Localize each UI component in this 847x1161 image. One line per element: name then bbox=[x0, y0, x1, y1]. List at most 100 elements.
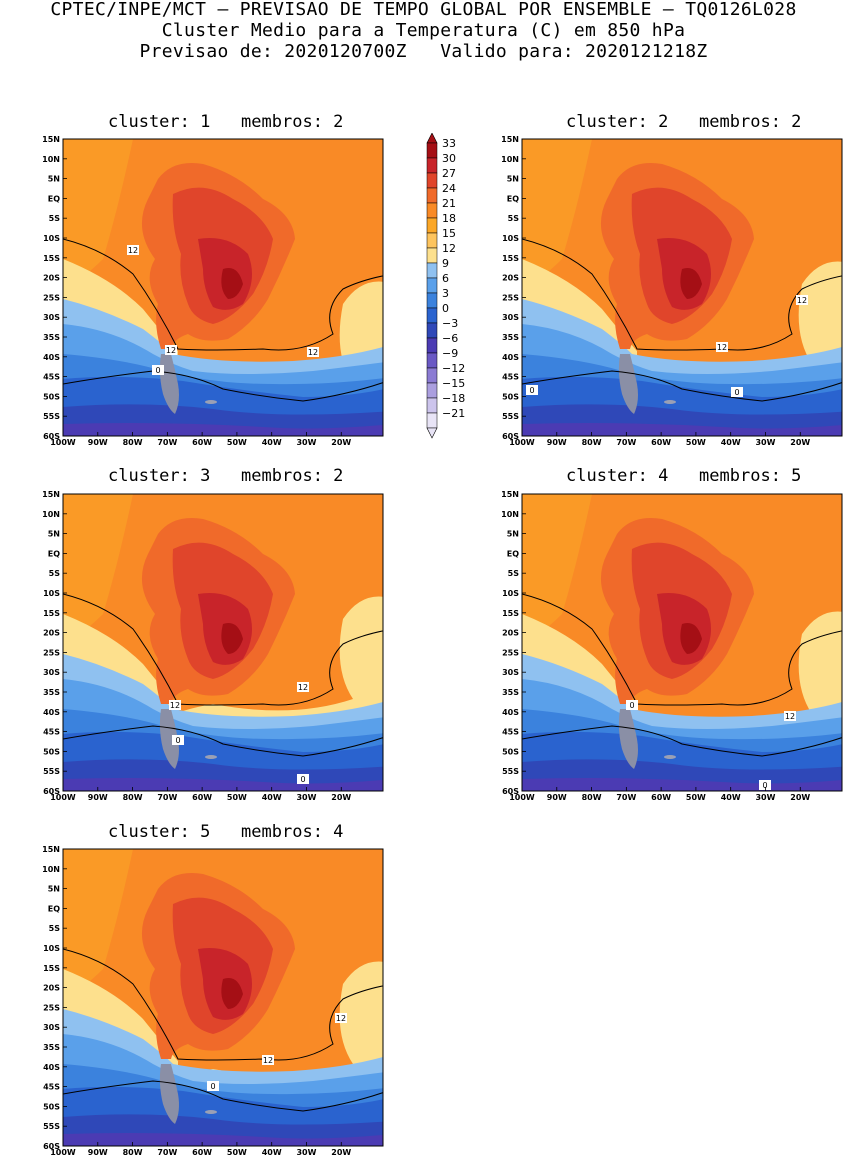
lat-tick-label: 60S bbox=[502, 432, 519, 441]
lon-tick-label: 40W bbox=[262, 438, 282, 447]
colorbar-top-arrow bbox=[426, 132, 438, 144]
lat-tick-label: 10S bbox=[502, 234, 519, 243]
lat-tick-label: 35S bbox=[502, 688, 519, 697]
colorbar-swatch bbox=[426, 382, 438, 399]
lat-tick-label: 20S bbox=[43, 274, 60, 283]
colorbar-label: 3 bbox=[442, 287, 449, 300]
lon-tick-label: 100W bbox=[50, 793, 76, 802]
colorbar-swatch bbox=[426, 142, 438, 159]
colorbar-label: −3 bbox=[442, 317, 458, 330]
lat-tick-label: 10N bbox=[501, 155, 519, 164]
map-svg: 12 12 0 0 15N 10N 5N EQ 5S 10S 15S 20S 25S 30S 35S 40S 4… bbox=[501, 135, 843, 447]
lon-tick-label: 90W bbox=[547, 438, 567, 447]
lat-tick-label: 5S bbox=[508, 569, 520, 578]
lat-tick-label: EQ bbox=[48, 904, 60, 913]
contour-label: 12 bbox=[308, 348, 318, 357]
lat-tick-label: 15S bbox=[43, 964, 60, 973]
contour-label-bg bbox=[716, 342, 728, 352]
lon-tick-label: 80W bbox=[582, 793, 602, 802]
colorbar-label: −21 bbox=[442, 407, 465, 420]
lat-tick-label: 15N bbox=[501, 490, 519, 499]
colorbar-label: −18 bbox=[442, 392, 465, 405]
lat-tick-label: 50S bbox=[502, 747, 519, 756]
lon-tick-label: 20W bbox=[331, 1148, 351, 1157]
lat-tick-label: 5N bbox=[507, 530, 519, 539]
lon-tick-label: 70W bbox=[157, 793, 177, 802]
lat-tick-label: 55S bbox=[43, 412, 60, 421]
contour-label-bg bbox=[165, 345, 177, 355]
contour-label: 12 bbox=[166, 346, 176, 355]
cluster-map-4: 12 0 0 15N 10N 5N EQ 5S 10S 15S 20S 25S 30S 35S 40S 45S… bbox=[492, 489, 847, 806]
lon-tick-label: 90W bbox=[88, 1148, 108, 1157]
lon-tick-label: 80W bbox=[123, 438, 143, 447]
header-line-1: CPTEC/INPE/MCT – PREVISAO DE TEMPO GLOBA… bbox=[50, 0, 797, 20]
colorbar-label: 27 bbox=[442, 167, 456, 180]
lat-tick-label: 35S bbox=[43, 1043, 60, 1052]
colorbar-label: −6 bbox=[442, 332, 458, 345]
contour-label: 0 bbox=[734, 388, 739, 397]
colorbar-label: 15 bbox=[442, 227, 456, 240]
lat-tick-label: EQ bbox=[48, 194, 60, 203]
contour-label-bg bbox=[784, 711, 796, 721]
lat-tick-label: 15S bbox=[43, 254, 60, 263]
lat-tick-label: 25S bbox=[43, 293, 60, 302]
map-svg: 12 12 0 0 15N 10N 5N EQ 5S 10S 15S 20S 25S 30S 35S 40S 4… bbox=[42, 490, 384, 802]
contour-label: 12 bbox=[263, 1056, 273, 1065]
lat-tick-label: 40S bbox=[43, 353, 60, 362]
lat-tick-label: 25S bbox=[43, 648, 60, 657]
contour-label: 0 bbox=[762, 781, 767, 790]
contour-label-bg bbox=[335, 1013, 347, 1023]
contour-label: 12 bbox=[336, 1014, 346, 1023]
lon-tick-label: 40W bbox=[721, 438, 741, 447]
lon-tick-label: 80W bbox=[582, 438, 602, 447]
lon-tick-label: 100W bbox=[50, 438, 76, 447]
lon-tick-label: 20W bbox=[790, 793, 810, 802]
lon-tick-label: 50W bbox=[686, 438, 706, 447]
lat-tick-label: 5N bbox=[507, 175, 519, 184]
lat-tick-label: 5S bbox=[49, 214, 61, 223]
lat-tick-label: 20S bbox=[43, 984, 60, 993]
colorbar-label: 6 bbox=[442, 272, 449, 285]
lat-tick-label: 60S bbox=[43, 1142, 60, 1151]
lon-tick-label: 50W bbox=[686, 793, 706, 802]
lat-tick-label: 25S bbox=[43, 1003, 60, 1012]
contour-label: 12 bbox=[717, 343, 727, 352]
lon-tick-label: 50W bbox=[227, 438, 247, 447]
lat-tick-label: 50S bbox=[502, 392, 519, 401]
lat-tick-label: 5S bbox=[49, 924, 61, 933]
lon-tick-label: 50W bbox=[227, 793, 247, 802]
lat-tick-label: 50S bbox=[43, 747, 60, 756]
lat-tick-label: 20S bbox=[43, 629, 60, 638]
colorbar-swatch bbox=[426, 397, 438, 414]
lon-tick-label: 90W bbox=[88, 438, 108, 447]
colorbar-label: −15 bbox=[442, 377, 465, 390]
lon-tick-label: 100W bbox=[509, 438, 535, 447]
lat-tick-label: 55S bbox=[502, 412, 519, 421]
map-frame bbox=[62, 138, 384, 437]
lat-tick-label: 45S bbox=[43, 1083, 60, 1092]
contour-label-bg bbox=[169, 700, 181, 710]
lon-tick-label: 40W bbox=[262, 793, 282, 802]
lon-tick-label: 70W bbox=[157, 1148, 177, 1157]
lat-tick-label: 20S bbox=[502, 629, 519, 638]
cluster-map-2: 12 12 0 0 15N 10N 5N EQ 5S 10S 15S 20S 25S 30S 35S 40S 4… bbox=[492, 134, 847, 451]
lat-tick-label: 40S bbox=[43, 1063, 60, 1072]
colorbar-label: −9 bbox=[442, 347, 458, 360]
lon-tick-label: 70W bbox=[616, 438, 636, 447]
lat-tick-label: 30S bbox=[502, 668, 519, 677]
map-frame bbox=[521, 138, 843, 437]
lon-tick-label: 30W bbox=[755, 793, 775, 802]
lon-tick-label: 100W bbox=[50, 1148, 76, 1157]
lat-tick-label: 55S bbox=[502, 767, 519, 776]
lat-tick-label: 30S bbox=[43, 668, 60, 677]
lat-tick-label: 5S bbox=[508, 214, 520, 223]
lat-tick-label: 45S bbox=[43, 728, 60, 737]
lat-tick-label: 10N bbox=[42, 865, 60, 874]
lat-tick-label: 55S bbox=[43, 767, 60, 776]
map-svg: 12 12 0 15N 10N 5N EQ 5S 10S 15S 20S 25S 30S 35S 40S 45… bbox=[42, 845, 384, 1157]
lon-tick-label: 80W bbox=[123, 793, 143, 802]
lat-tick-label: 15S bbox=[502, 609, 519, 618]
colorbar-swatch bbox=[426, 412, 438, 429]
lon-tick-label: 20W bbox=[331, 438, 351, 447]
colorbar: 33 30 27 24 21 18 15 12 9 6 3 0 −3 −6 −9 −12 −15 −18 −21 bbox=[424, 132, 484, 447]
